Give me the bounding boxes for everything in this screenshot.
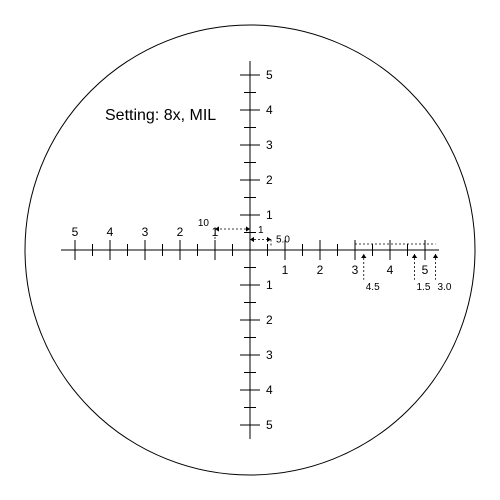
x-left-label: 5 bbox=[72, 225, 79, 239]
y-down-label: 5 bbox=[266, 418, 273, 432]
anno-10-label: 10 bbox=[198, 218, 210, 229]
arrowhead bbox=[412, 254, 417, 258]
y-down-label: 3 bbox=[266, 348, 273, 362]
drop-label: 4.5 bbox=[366, 282, 380, 293]
x-left-label: 1 bbox=[212, 225, 219, 239]
y-down-label: 2 bbox=[266, 313, 273, 327]
arrowhead bbox=[246, 226, 250, 231]
y-up-label: 5 bbox=[266, 68, 273, 82]
y-up-label: 2 bbox=[266, 173, 273, 187]
arrowhead bbox=[250, 237, 254, 242]
y-down-label: 1 bbox=[266, 278, 273, 292]
arrowhead bbox=[433, 254, 438, 258]
y-up-label: 3 bbox=[266, 138, 273, 152]
drop-label: 1.5 bbox=[417, 282, 431, 293]
y-up-label: 1 bbox=[266, 208, 273, 222]
x-right-label: 3 bbox=[352, 263, 359, 277]
drop-label: 3.0 bbox=[438, 282, 452, 293]
y-down-label: 4 bbox=[266, 383, 273, 397]
reticle-diagram: Setting: 8x, MIL123451234512345123451105… bbox=[0, 0, 500, 500]
arrowhead bbox=[361, 254, 366, 258]
x-left-label: 2 bbox=[177, 225, 184, 239]
x-right-label: 2 bbox=[317, 263, 324, 277]
x-left-label: 4 bbox=[107, 225, 114, 239]
center-1-label: 1 bbox=[258, 225, 264, 236]
x-right-label: 5 bbox=[422, 263, 429, 277]
setting-label: Setting: 8x, MIL bbox=[105, 107, 216, 124]
anno-5-label: 5.0 bbox=[276, 235, 290, 246]
y-up-label: 4 bbox=[266, 103, 273, 117]
x-right-label: 1 bbox=[282, 263, 289, 277]
x-right-label: 4 bbox=[387, 263, 394, 277]
x-left-label: 3 bbox=[142, 225, 149, 239]
arrowhead bbox=[267, 237, 271, 242]
